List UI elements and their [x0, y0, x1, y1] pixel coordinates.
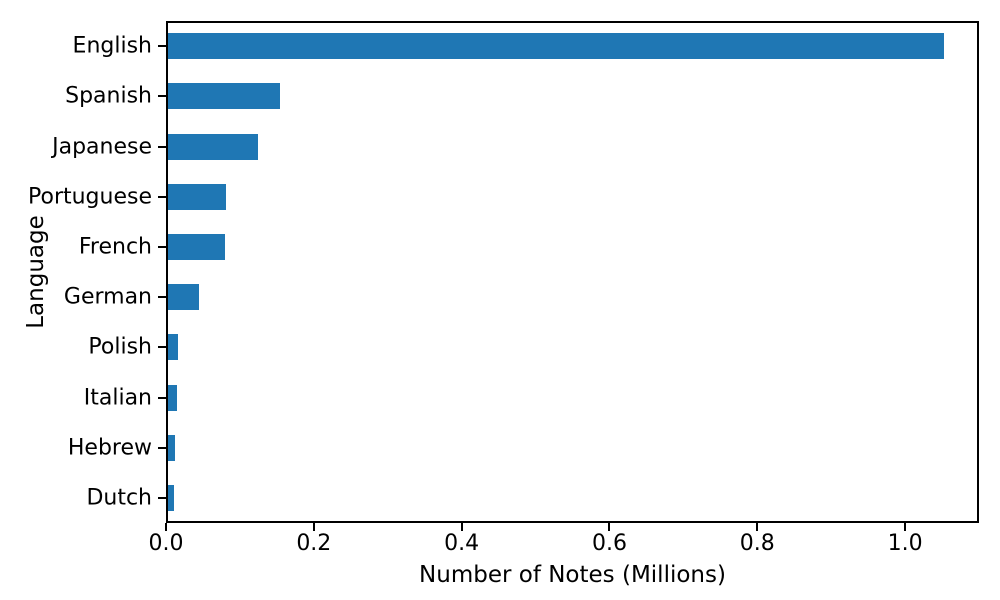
bar	[168, 284, 200, 311]
x-tick-label: 0.0	[148, 531, 184, 556]
y-tick-mark	[158, 396, 166, 399]
x-tick-mark	[312, 523, 315, 531]
y-tick-mark	[158, 296, 166, 299]
y-axis-label: Language	[23, 215, 49, 329]
bar	[168, 33, 945, 60]
bar	[168, 233, 225, 260]
bar	[168, 133, 259, 160]
y-tick-label: German	[63, 284, 152, 310]
y-tick-label: Polish	[88, 334, 152, 360]
y-tick-label: Italian	[83, 385, 152, 410]
y-tick-mark	[158, 446, 166, 449]
y-tick-label: Hebrew	[67, 435, 152, 461]
y-tick-mark	[158, 245, 166, 248]
y-tick-label: Spanish	[65, 83, 152, 109]
x-tick-mark	[608, 523, 611, 531]
y-tick-mark	[158, 45, 166, 48]
x-tick-mark	[460, 523, 463, 531]
x-tick-label: 0.2	[296, 531, 332, 556]
bar	[168, 484, 174, 511]
bar	[168, 434, 175, 461]
x-tick-mark	[165, 523, 167, 531]
x-tick-label: 0.8	[739, 531, 775, 556]
x-tick-mark	[904, 523, 907, 531]
x-tick-mark	[756, 523, 759, 531]
y-tick-label: Japanese	[52, 134, 152, 159]
bar	[168, 384, 177, 411]
y-tick-label: English	[72, 33, 152, 59]
x-tick-label: 0.4	[444, 531, 480, 556]
y-tick-mark	[158, 496, 166, 499]
x-tick-label: 1.0	[887, 531, 923, 556]
plot-area	[166, 21, 979, 523]
y-tick-mark	[158, 95, 166, 98]
y-tick-label: Portuguese	[28, 184, 152, 210]
x-tick-label: 0.6	[591, 531, 627, 556]
y-tick-mark	[158, 346, 166, 349]
y-tick-mark	[158, 195, 166, 198]
y-tick-label: Dutch	[86, 485, 152, 511]
bar	[168, 83, 281, 110]
x-axis-label: Number of Notes (Millions)	[419, 562, 726, 588]
bar	[168, 334, 178, 361]
y-tick-mark	[158, 145, 166, 148]
bar	[168, 183, 226, 210]
y-tick-label: French	[78, 234, 152, 260]
